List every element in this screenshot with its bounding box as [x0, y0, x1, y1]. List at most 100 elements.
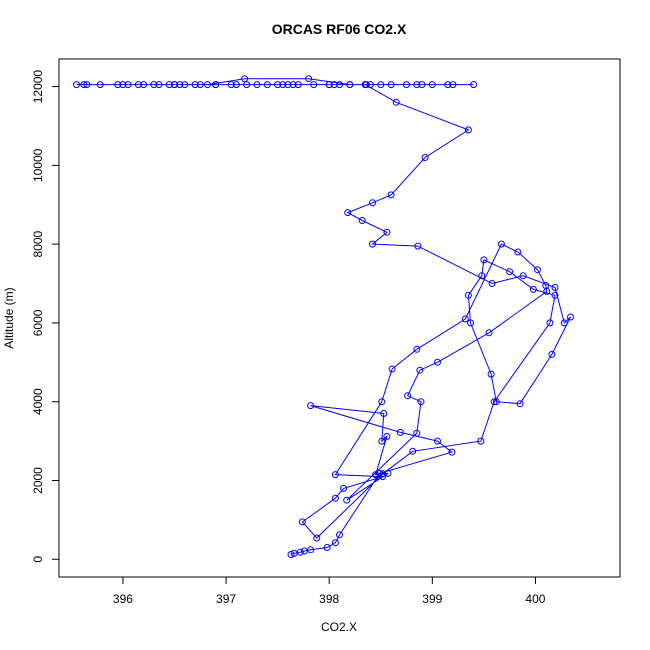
y-axis-label: Altitude (m): [2, 287, 16, 348]
data-point: [392, 98, 400, 106]
data-point: [372, 471, 380, 479]
data-point: [274, 81, 282, 89]
data-point: [477, 437, 485, 445]
data-point: [490, 398, 498, 406]
data-point: [140, 81, 148, 89]
data-point: [404, 392, 412, 400]
data-point: [464, 291, 472, 299]
data-point: [232, 81, 240, 89]
data-point: [567, 313, 574, 321]
data-point: [377, 81, 385, 89]
data-point: [546, 319, 554, 327]
data-point: [366, 81, 374, 89]
data-point: [362, 81, 370, 89]
y-tick-label: 8000: [31, 230, 45, 257]
data-point: [369, 240, 376, 248]
data-point: [263, 81, 271, 89]
data-point: [287, 551, 295, 558]
data-point: [176, 81, 184, 89]
data-point: [383, 432, 391, 440]
y-tick-label: 4000: [31, 388, 45, 415]
data-point: [343, 496, 351, 504]
data-point: [461, 315, 469, 323]
data-point: [212, 81, 220, 89]
chart-title: ORCAS RF06 CO2.X: [272, 21, 407, 37]
data-point: [492, 398, 500, 406]
data-point: [464, 126, 472, 134]
x-tick-label: 397: [216, 592, 236, 606]
data-point: [396, 428, 404, 436]
data-point: [534, 266, 541, 274]
data-point: [310, 81, 318, 89]
data-point: [514, 248, 522, 256]
data-point: [369, 199, 376, 207]
data-point: [204, 81, 211, 89]
data-point: [124, 81, 132, 89]
y-tick-label: 12000: [31, 70, 45, 104]
data-point: [421, 154, 429, 161]
data-point: [560, 319, 568, 327]
data-point: [331, 539, 339, 547]
data-point: [428, 81, 436, 89]
data-point: [413, 345, 421, 353]
data-point: [378, 398, 386, 406]
data-point: [379, 473, 387, 481]
data-point: [387, 191, 395, 199]
data-point: [325, 81, 333, 89]
data-point: [485, 329, 493, 337]
data-point: [478, 272, 486, 280]
data-point: [336, 531, 343, 539]
data-point: [313, 534, 321, 542]
data-point: [417, 398, 425, 406]
data-point: [279, 81, 287, 89]
data-point: [487, 370, 495, 378]
y-tick-label: 6000: [31, 309, 45, 336]
data-point: [83, 81, 91, 89]
data-point: [331, 494, 339, 502]
data-point: [551, 284, 559, 291]
data-point: [150, 81, 158, 89]
data-point: [448, 448, 456, 456]
data-point: [403, 81, 410, 89]
x-axis-label: CO2.X: [321, 620, 357, 634]
series-group: [73, 75, 574, 558]
data-point: [307, 546, 315, 554]
data-point: [418, 81, 426, 89]
data-point: [307, 402, 315, 410]
data-point: [551, 291, 559, 299]
data-point: [409, 447, 417, 455]
data-point: [119, 81, 127, 89]
data-point: [383, 228, 391, 236]
data-point: [516, 400, 524, 408]
plot-frame: [58, 58, 621, 578]
data-point: [548, 350, 556, 358]
data-point: [191, 81, 199, 89]
series-line: [76, 78, 571, 555]
y-tick-label: 2000: [31, 467, 45, 494]
data-point: [444, 81, 452, 89]
data-point: [196, 81, 204, 89]
x-tick-label: 398: [319, 592, 339, 606]
data-point: [298, 518, 306, 526]
data-point: [181, 81, 189, 89]
y-tick-label: 10000: [31, 148, 45, 182]
data-point: [284, 81, 292, 89]
data-point: [305, 75, 313, 83]
x-tick-label: 400: [525, 592, 545, 606]
data-point: [506, 268, 514, 276]
data-point: [340, 484, 348, 492]
data-point: [253, 81, 261, 89]
y-tick-label: 0: [31, 556, 45, 563]
data-point: [467, 319, 474, 327]
data-point: [80, 81, 88, 89]
x-tick-label: 396: [113, 592, 133, 606]
data-point: [227, 81, 235, 89]
data-point: [388, 365, 396, 373]
data-point: [346, 81, 354, 89]
x-axis: 396 397 398 399 400: [113, 576, 546, 606]
data-point: [96, 81, 104, 89]
data-point: [358, 217, 366, 224]
data-point: [413, 429, 421, 437]
data-point: [380, 410, 388, 417]
